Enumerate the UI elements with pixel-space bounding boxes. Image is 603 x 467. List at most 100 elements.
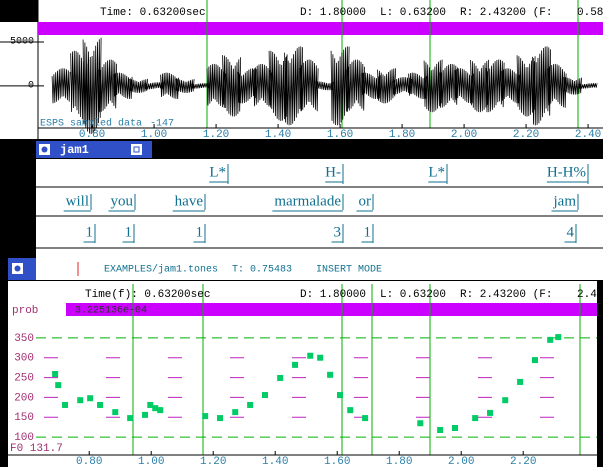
header-field: R: 2.43200 (F: [460, 7, 552, 19]
f0-point [147, 401, 154, 408]
x-tick-label: 1.60 [324, 456, 350, 467]
f0-point [472, 415, 479, 422]
x-tick-label: 2.40 [575, 129, 601, 141]
status-time: T: 0.75483 [232, 265, 292, 276]
y-tick-label: 5000 [10, 37, 34, 48]
waveform-segment [485, 59, 505, 113]
tier-label: 1 [125, 224, 133, 240]
f0-point [517, 378, 524, 385]
tier-label: jam [553, 193, 577, 209]
waveform-segment [253, 63, 272, 108]
y-tick-label: 300 [14, 353, 34, 365]
f0-point [452, 425, 459, 431]
tier-label: will [66, 193, 89, 209]
scroll-bar[interactable] [38, 22, 603, 35]
f0-point [317, 354, 324, 361]
tier-label: 3 [334, 224, 342, 240]
waveform-segment [51, 68, 71, 104]
footer: F0 131.7 [10, 443, 63, 455]
header-field: L: 0.63200 [380, 289, 446, 301]
waveform-segment [330, 46, 350, 126]
waveform-segment [175, 78, 195, 93]
tier-label: 1 [196, 224, 204, 240]
status-mode: INSERT MODE [316, 265, 382, 276]
y-tick-label: 0 [28, 80, 34, 91]
f0-point [152, 405, 159, 412]
f0-point [157, 407, 164, 414]
x-tick-label: 1.20 [200, 456, 226, 467]
f0-point [555, 334, 562, 341]
header-field: D: 1.80000 [300, 289, 366, 301]
scroll-bar[interactable] [8, 303, 597, 316]
waveform-segment [547, 63, 567, 108]
y-tick-label: 350 [14, 333, 34, 345]
f0-point [532, 357, 538, 364]
cursor-lines [132, 284, 581, 455]
header-field: Time(f): 0.63200sec [85, 289, 210, 301]
x-tick-label: 2.00 [451, 129, 477, 141]
waveform-segment [439, 63, 458, 108]
waveform-segment [563, 77, 582, 95]
waveform-segment [98, 59, 117, 113]
f0-point [327, 371, 334, 378]
x-tick-label: 1.40 [265, 129, 291, 141]
f0-point [77, 397, 84, 404]
f0-point [261, 392, 268, 399]
waveform-segment [423, 59, 443, 113]
x-tick-label: 2.20 [510, 456, 536, 467]
waveform-segment [191, 83, 210, 89]
footer: ESPS sampled data [40, 118, 142, 130]
bar-label: prob [12, 305, 38, 317]
f0-point [292, 361, 299, 368]
header-field: 2.4 [577, 289, 597, 301]
y-tick-label: 150 [14, 412, 34, 424]
status-file: EXAMPLES/jam1.tones [104, 264, 218, 276]
bar-value: 3.225136e-04 [75, 306, 147, 317]
f0-point [247, 401, 254, 408]
f0-point [347, 407, 354, 414]
waveform-segment [82, 37, 102, 135]
header-field: L: 0.63200 [380, 7, 446, 19]
waveform-segment [532, 46, 551, 126]
title-bar[interactable] [36, 141, 152, 158]
x-tick-label: 1.00 [138, 456, 164, 467]
tier-label: or [359, 193, 372, 209]
waveform-segment [392, 77, 412, 95]
waveform-segment [454, 68, 474, 104]
f0-point [487, 409, 494, 416]
waveform-segment [501, 68, 520, 104]
waveform-segment [377, 68, 396, 104]
x-tick-label: 0.80 [76, 456, 102, 467]
waveform-segment [299, 59, 319, 112]
y-tick-label: 250 [14, 372, 34, 384]
waveform-segment [129, 78, 148, 93]
f0-point [112, 409, 119, 416]
waveform-segment [284, 46, 303, 126]
f0-point [277, 374, 284, 381]
tier-separators [36, 186, 603, 249]
y-tick-label: 200 [14, 392, 34, 404]
bar-label-box [8, 303, 66, 316]
footer-value: -147 [150, 119, 174, 130]
waveform-segment [516, 55, 536, 117]
f0-point [87, 395, 94, 402]
f0-point [337, 392, 344, 399]
waveform-segment [206, 63, 226, 108]
f0-point [55, 382, 62, 389]
label-window [36, 159, 603, 280]
window-title: jam1 [60, 143, 89, 157]
x-tick-label: 1.00 [141, 129, 167, 141]
x-tick-label: 1.80 [386, 456, 412, 467]
waveform-segment [237, 68, 257, 104]
iconify-button[interactable] [131, 144, 142, 155]
waveform-segment [346, 59, 365, 112]
f0-point [97, 401, 104, 408]
waveform-segment [222, 55, 241, 117]
window-corner [0, 0, 38, 22]
y-tick-label: 100 [14, 432, 34, 444]
waveform-segment [315, 81, 334, 91]
button-icon [14, 265, 21, 272]
f0-point [52, 371, 59, 377]
tier-label: 1 [86, 224, 94, 240]
f0-point [362, 415, 369, 422]
